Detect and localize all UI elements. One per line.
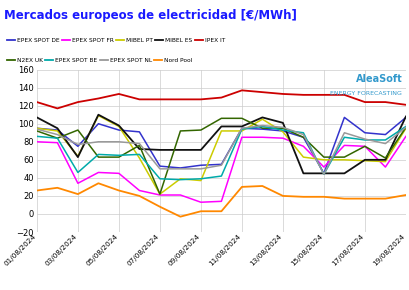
Legend: EPEX SPOT DE, EPEX SPOT FR, MIBEL PT, MIBEL ES, IPEX IT: EPEX SPOT DE, EPEX SPOT FR, MIBEL PT, MI… — [7, 38, 224, 43]
Text: Mercados europeos de electricidad [€/MWh]: Mercados europeos de electricidad [€/MWh… — [4, 9, 296, 22]
Text: ENERGY FORECASTING: ENERGY FORECASTING — [330, 91, 401, 96]
Text: AleaSoft: AleaSoft — [355, 75, 401, 84]
Legend: N2EX UK, EPEX SPOT BE, EPEX SPOT NL, Nord Pool: N2EX UK, EPEX SPOT BE, EPEX SPOT NL, Nor… — [7, 58, 192, 63]
